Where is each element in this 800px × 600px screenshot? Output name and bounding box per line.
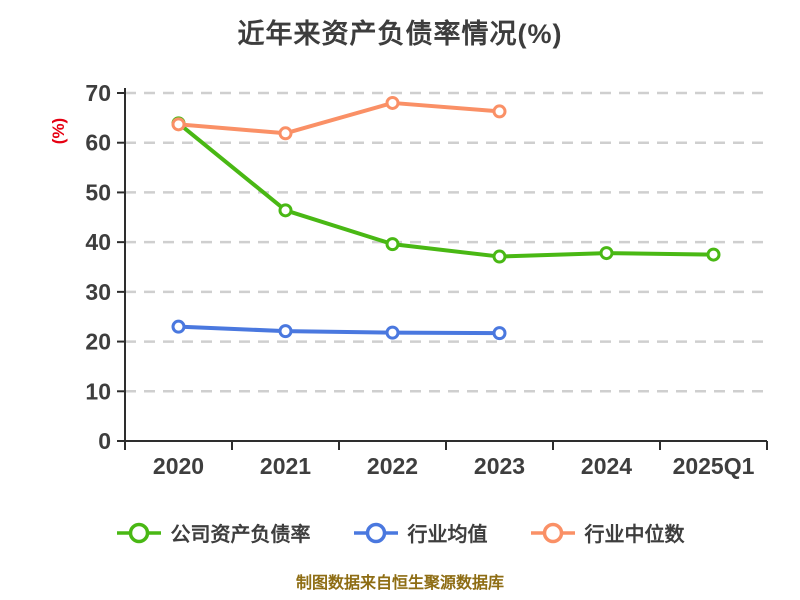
y-axis-unit-label: (%) <box>49 118 68 144</box>
y-tick-label: 20 <box>85 329 111 355</box>
legend-marker-company-icon <box>116 522 161 543</box>
legend-item-industry-avg: 行业均值 <box>353 518 488 547</box>
legend-label-industry-median: 行业中位数 <box>584 524 685 546</box>
y-tick-label: 0 <box>98 428 111 454</box>
legend-label-industry-avg: 行业均值 <box>407 524 488 546</box>
plot-area: 0 10 20 30 40 50 60 70 2020 2021 2022 2023 2024 2025Q… <box>49 80 768 479</box>
y-tick-label: 40 <box>85 229 111 255</box>
series-marker-0 <box>706 247 721 262</box>
series-marker-1 <box>385 325 400 340</box>
series-marker-2 <box>492 104 507 119</box>
legend: 公司资产负债率 行业均值 行业中位数 <box>0 518 800 547</box>
legend-marker-industry-median-icon <box>530 522 575 543</box>
series-marker-1 <box>171 319 186 334</box>
y-tick-label: 70 <box>85 80 111 106</box>
series-marker-0 <box>492 249 507 264</box>
legend-marker-industry-avg-icon <box>353 522 398 543</box>
legend-label-company: 公司资产负债率 <box>170 524 311 546</box>
series-marker-1 <box>278 324 293 339</box>
y-tick-label: 30 <box>85 279 111 305</box>
chart-title: 近年来资产负债率情况(%) <box>237 19 563 49</box>
series-marker-2 <box>171 117 186 132</box>
legend-item-company: 公司资产负债率 <box>116 518 311 547</box>
series-marker-0 <box>599 246 614 261</box>
series-line-2 <box>176 100 502 136</box>
series-line-0 <box>176 121 716 259</box>
series-marker-2 <box>385 95 400 110</box>
series-marker-1 <box>492 326 507 341</box>
legend-item-industry-median: 行业中位数 <box>530 518 685 547</box>
x-tick-label: 2023 <box>474 453 525 479</box>
x-tick-label: 2021 <box>260 453 311 479</box>
series-line-1 <box>176 324 502 336</box>
y-tick-label: 50 <box>85 179 111 205</box>
series-marker-0 <box>385 237 400 252</box>
series-marker-0 <box>278 203 293 218</box>
x-tick-label: 2024 <box>581 453 632 479</box>
data-source-note: 制图数据来自恒生聚源数据库 <box>295 575 504 592</box>
y-tick-label: 10 <box>85 378 111 404</box>
series-marker-2 <box>278 126 293 141</box>
y-tick-label: 60 <box>85 130 111 156</box>
x-tick-label: 2022 <box>367 453 418 479</box>
x-tick-label: 2025Q1 <box>673 453 755 479</box>
x-tick-label: 2020 <box>153 453 204 479</box>
